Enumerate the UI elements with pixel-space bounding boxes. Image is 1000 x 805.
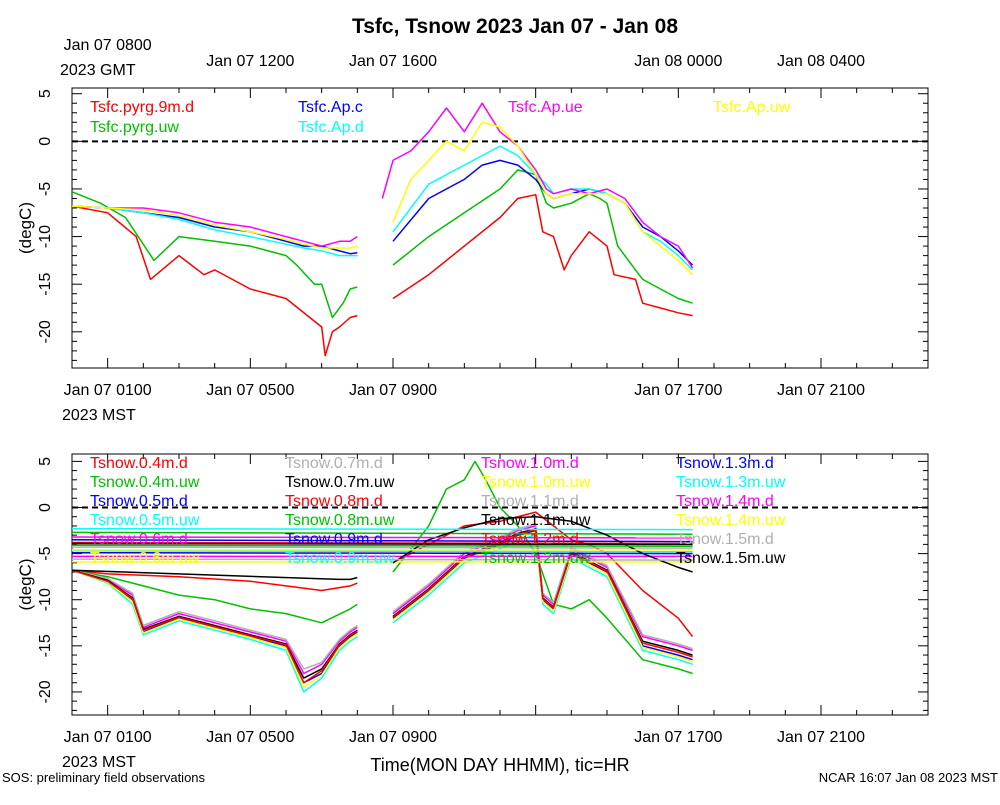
y-tick-label: 0 [37,137,54,146]
series-line-tsnow-0-8m-uw [71,531,693,535]
y-axis-label: (degC) [16,559,35,611]
legend-label-tsnow-1-1m-uw: Tsnow.1.1m.uw [481,512,591,529]
series-line-tsfc-pyrg-uw [71,169,693,319]
series-line-tsnow-1-2m-uw [71,544,693,547]
legend-label-tsfc-ap-c: Tsfc.Ap.c [298,99,363,116]
y-axis-label: (degC) [16,202,35,254]
mst-axis-label: Jan 07 1700 [634,729,722,746]
y-tick-label: -20 [37,320,54,343]
legend-label-tsnow-0-4m-d: Tsnow.0.4m.d [90,455,188,472]
legend-label-tsnow-0-6m-uw: Tsnow.0.6m.uw [90,550,200,567]
mst-tz-label: 2023 MST [62,407,136,424]
legend-label-tsnow-1-0m-uw: Tsnow.1.0m.uw [481,474,591,491]
y-tick-label: -15 [37,273,54,296]
legend-label-tsfc-ap-d: Tsfc.Ap.d [298,119,364,136]
mst-axis-label: Jan 07 0100 [64,729,152,746]
legend-label-tsnow-1-5m-uw: Tsnow.1.5m.uw [676,550,786,567]
legend-label-tsnow-0-9m-d: Tsnow.0.9m.d [285,531,383,548]
footer-left: SOS: preliminary field observations [2,770,206,785]
y-tick-label: -10 [37,588,54,611]
series-line-tsfc-ap-d [71,145,694,271]
legend-label-tsnow-0-7m-uw: Tsnow.0.7m.uw [285,474,395,491]
legend-label-tsnow-1-3m-uw: Tsnow.1.3m.uw [676,474,786,491]
gmt-axis-label: Jan 07 0800 [64,37,152,54]
legend-label-tsnow-0-7m-d: Tsnow.0.7m.d [285,455,383,472]
legend-label-tsnow-0-4m-uw: Tsnow.0.4m.uw [90,474,200,491]
y-tick-label: -5 [37,546,54,560]
legend-label-tsnow-0-9m-uw: Tsnow.0.9m.uw [285,550,395,567]
legend-label-tsnow-1-5m-d: Tsnow.1.5m.d [676,531,774,548]
mst-axis-label: Jan 07 0500 [206,382,294,399]
panel-tsnow: 5 0 -5 -10 -15 -20 (degC) Tsnow.0.4m.d Tsnow.0.4… [16,453,929,771]
y-tick-label: -15 [37,634,54,657]
series-line-tsfc-pyrg-9m-d [71,193,693,357]
panel-tsfc: 5 0 -5 -10 -15 -20 (degC) Tsfc.pyrg.9m.d Tsfc.py… [16,87,929,424]
legend-label-tsnow-1-1m-d: Tsnow.1.1m.d [481,493,579,510]
series-line-tsnow-0-5m-uw [71,534,693,693]
gmt-axis-label: Jan 07 1600 [349,53,437,70]
mst-axis-label: Jan 07 0500 [206,729,294,746]
legend-label-tsnow-0-6m-d: Tsnow.0.6m.d [90,531,188,548]
y-tick-label: -5 [37,182,54,196]
legend-label-tsnow-1-3m-d: Tsnow.1.3m.d [676,455,774,472]
legend-label-tsfc-pyrg-9m-d: Tsfc.pyrg.9m.d [90,99,194,116]
legend-label-tsnow-0-5m-d: Tsnow.0.5m.d [90,493,188,510]
gmt-axis-label: Jan 08 0400 [777,53,865,70]
x-axis-title: Time(MON DAY HHMM), tic=HR [370,755,629,775]
mst-axis-label: Jan 07 0900 [349,382,437,399]
series-line-tsnow-1-4m-d [71,536,693,539]
legend-label-tsfc-ap-uw: Tsfc.Ap.uw [713,99,791,116]
y-tick-label: 5 [37,89,54,98]
mst-tz-label: 2023 MST [62,754,136,771]
plot-frame [71,87,929,369]
mst-axis-label: Jan 07 0900 [349,729,437,746]
series-line-tsnow-1-5m-uw [71,542,693,546]
legend-label-tsnow-0-5m-uw: Tsnow.0.5m.uw [90,512,200,529]
legend-label-tsnow-1-4m-uw: Tsnow.1.4m.uw [676,512,786,529]
series-line-tsfc-ap-ue [71,102,694,269]
footer-right: NCAR 16:07 Jan 08 2023 MST [819,770,998,785]
mst-axis-label: Jan 07 1700 [634,382,722,399]
series-line-tsnow-1-3m-uw [71,527,693,531]
legend-label-tsfc-ap-ue: Tsfc.Ap.ue [508,99,583,116]
mst-axis-label: Jan 07 2100 [777,729,865,746]
series-line-tsnow-0-9m-uw [71,550,693,553]
gmt-axis-label: Jan 08 0000 [634,53,722,70]
legend-label-tsnow-1-0m-d: Tsnow.1.0m.d [481,455,579,472]
series-line-tsnow-1-5m-d [71,558,693,561]
chart-title: Tsfc, Tsnow 2023 Jan 07 - Jan 08 [352,15,678,38]
gmt-axis-label: Jan 07 1200 [206,53,294,70]
series-line-tsnow-0-4m-uw [71,460,693,675]
series-line-tsnow-1-1m-d [71,546,693,549]
legend-label-tsnow-1-2m-d: Tsnow.1.2m.d [481,531,579,548]
series-line-tsfc-ap-uw [71,121,694,276]
y-tick-label: -20 [37,680,54,703]
y-tick-label: 0 [37,503,54,512]
legend-label-tsnow-1-2m-uw: Tsnow.1.2m.uw [481,550,591,567]
y-tick-label: -10 [37,225,54,248]
series-line-tsnow-1-2m-d [71,541,693,545]
mst-axis-label: Jan 07 2100 [777,382,865,399]
y-tick-label: 5 [37,457,54,466]
series-line-tsnow-0-8m-d [71,528,693,684]
series-line-tsnow-1-3m-d [71,551,693,555]
mst-axis-label: Jan 07 0100 [64,382,152,399]
gmt-time-axis: Jan 07 0800 Jan 07 1200 Jan 07 1600 Jan 08 … [64,37,866,70]
gmt-tz-label: 2023 GMT [60,62,136,79]
series-line-tsnow-0-9m-d [71,539,693,543]
legend-label-tsnow-0-8m-d: Tsnow.0.8m.d [285,493,383,510]
legend-label-tsnow-1-4m-d: Tsnow.1.4m.d [676,493,774,510]
legend-label-tsfc-pyrg-uw: Tsfc.pyrg.uw [90,119,179,136]
legend-label-tsnow-0-8m-uw: Tsnow.0.8m.uw [285,512,395,529]
